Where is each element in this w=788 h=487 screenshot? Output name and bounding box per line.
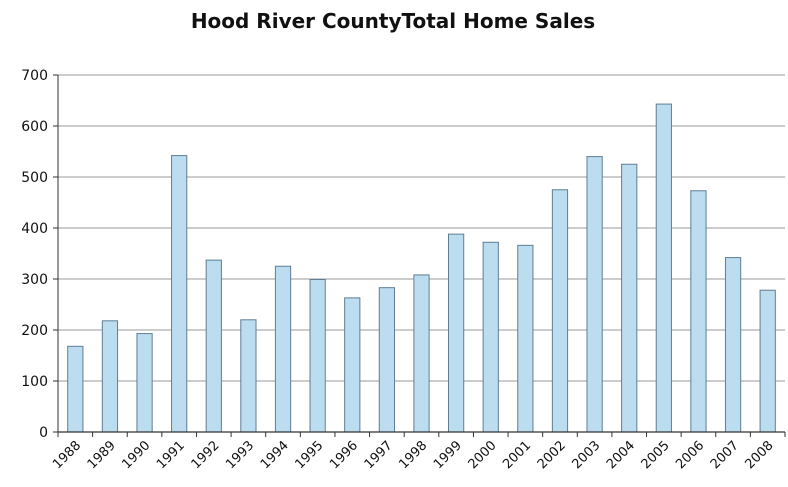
y-tick-label: 400 <box>21 221 48 237</box>
x-tick-labels: 1988 1989 1990 1991 1992 1993 1994 1995 1996 1997… <box>50 438 776 472</box>
x-tick-label: 1990 <box>119 438 153 472</box>
bar-2003 <box>586 156 603 433</box>
x-tick-label: 1999 <box>431 438 465 472</box>
bar-2005 <box>655 103 672 433</box>
bar-2001 <box>517 244 534 433</box>
bar-2008 <box>759 289 776 433</box>
x-tick-label: 2000 <box>466 438 500 472</box>
x-tick-label: 2006 <box>673 438 707 472</box>
bar-1988 <box>67 345 84 433</box>
y-tick-label: 100 <box>21 374 48 390</box>
y-axis: 0 100 200 300 400 500 600 700 <box>21 68 58 441</box>
x-tick-label: 1994 <box>258 438 292 472</box>
x-tick-label: 1993 <box>223 438 257 472</box>
bar-2000 <box>482 241 499 433</box>
bar-1989 <box>101 320 119 433</box>
bar-1994 <box>274 265 292 433</box>
y-tick-label: 600 <box>21 119 48 135</box>
bar-1998 <box>413 274 430 433</box>
bar-2004 <box>621 163 638 433</box>
y-tick-label: 300 <box>21 272 48 288</box>
x-tick-label: 1992 <box>189 438 223 472</box>
y-tick-label: 700 <box>21 68 48 84</box>
bar-1997 <box>378 287 395 433</box>
x-axis <box>57 75 786 437</box>
x-tick-label: 2008 <box>743 438 777 472</box>
bar-1999 <box>448 233 465 433</box>
x-tick-label: 2003 <box>569 438 603 472</box>
bar-1990 <box>136 333 153 433</box>
x-tick-label: 1997 <box>362 438 396 472</box>
bar-2007 <box>724 257 742 433</box>
bar-1993 <box>240 319 257 433</box>
bar-1995 <box>309 279 326 433</box>
x-tick-label: 1989 <box>85 438 119 472</box>
x-tick-label: 2005 <box>639 438 673 472</box>
x-tick-label: 1998 <box>396 438 430 472</box>
bar-2002 <box>551 189 569 433</box>
bar-1992 <box>205 259 222 433</box>
x-tick-label: 2001 <box>500 438 534 472</box>
bars <box>67 103 776 433</box>
x-tick-label: 1995 <box>292 438 326 472</box>
bar-1996 <box>344 297 361 433</box>
x-tick-label: 1988 <box>50 438 84 472</box>
x-tick-label: 1996 <box>327 438 361 472</box>
x-tick-label: 2004 <box>604 438 638 472</box>
y-tick-label: 500 <box>21 170 48 186</box>
x-tick-label: 1991 <box>154 438 188 472</box>
bar-1991 <box>171 155 188 433</box>
y-tick-label: 0 <box>39 425 48 441</box>
x-tick-label: 2002 <box>535 438 569 472</box>
x-tick-label: 2007 <box>708 438 742 472</box>
chart-title: Hood River CountyTotal Home Sales <box>191 9 595 33</box>
y-tick-label: 200 <box>21 323 48 339</box>
bar-2006 <box>690 190 707 433</box>
